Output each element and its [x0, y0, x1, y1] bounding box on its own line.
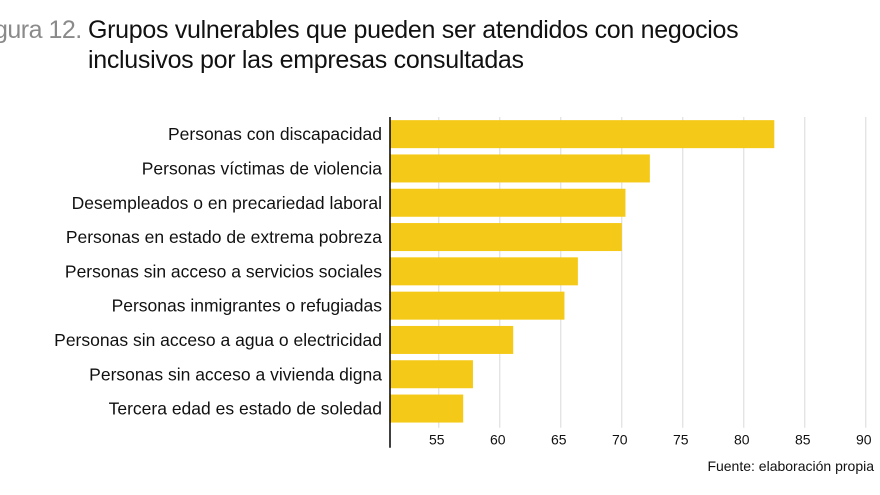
x-tick-label: 75 — [673, 432, 689, 448]
x-tick-label: 80 — [734, 432, 750, 448]
x-tick-label: 65 — [551, 432, 567, 448]
x-tick-label: 70 — [612, 432, 628, 448]
category-label: Personas sin acceso a servicios sociales — [65, 261, 382, 281]
bar — [390, 257, 578, 286]
category-label: Personas inmigrantes o refugiadas — [112, 296, 383, 316]
x-tick-label: 55 — [429, 432, 445, 448]
bar — [390, 223, 622, 252]
bar — [390, 188, 626, 217]
x-tick-label: 60 — [490, 432, 506, 448]
x-tick-label: 85 — [795, 432, 811, 448]
category-label: Personas sin acceso a agua o electricida… — [54, 330, 382, 350]
figure-title: gura 12. Grupos vulnerables que pueden s… — [0, 6, 880, 86]
category-label: Personas víctimas de violencia — [142, 158, 383, 178]
chart-title-line-1: Grupos vulnerables que pueden ser atendi… — [88, 16, 739, 44]
bar — [390, 154, 650, 183]
category-labels: Personas con discapacidad Personas víctim… — [54, 124, 382, 418]
category-label: Personas en estado de extrema pobreza — [66, 227, 382, 247]
category-label: Personas sin acceso a vivienda digna — [89, 364, 382, 384]
bar — [390, 325, 514, 354]
bar — [390, 291, 565, 320]
x-tick-label: 90 — [856, 432, 872, 448]
category-label: Personas con discapacidad — [168, 124, 382, 144]
bar — [390, 394, 464, 423]
figure-number: gura 12. — [0, 16, 82, 44]
category-label: Desempleados o en precariedad laboral — [72, 193, 382, 213]
bar — [390, 120, 775, 149]
chart-title-line-2: inclusivos por las empresas consultadas — [88, 46, 524, 74]
bars — [390, 120, 775, 423]
category-label: Tercera edad es estado de soledad — [109, 399, 382, 419]
source-note: Fuente: elaboración propia — [707, 458, 874, 474]
bar — [390, 360, 473, 389]
x-tick-labels: 55 60 65 70 75 80 85 90 — [429, 432, 872, 448]
